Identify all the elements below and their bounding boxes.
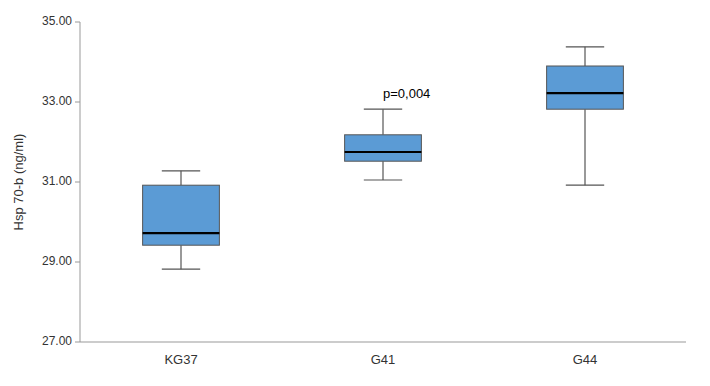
median xyxy=(345,151,422,153)
y-tick-label: 27.00 xyxy=(42,334,72,348)
chart: 27.00 29.00 31.00 33.00 35.00 KG37 G41 G44 Hsp 7… xyxy=(0,0,710,386)
whisker-high xyxy=(584,47,585,66)
y-tick xyxy=(75,342,80,343)
box xyxy=(143,185,220,245)
cap-low xyxy=(364,179,402,180)
median xyxy=(547,92,624,94)
x-tick-label: G44 xyxy=(573,352,598,367)
y-tick xyxy=(75,262,80,263)
y-tick-label: 33.00 xyxy=(42,94,72,108)
plot-area xyxy=(143,47,624,269)
box-group xyxy=(547,47,624,185)
box xyxy=(547,66,624,109)
x-tick-label: KG37 xyxy=(164,352,197,367)
cap-high xyxy=(162,170,200,171)
cap-high xyxy=(566,46,604,47)
annotation: p=0,004 xyxy=(383,86,430,101)
cap-low xyxy=(162,269,200,270)
y-tick xyxy=(75,102,80,103)
y-tick-label: 35.00 xyxy=(42,14,72,28)
box-group xyxy=(143,171,220,269)
y-tick xyxy=(75,182,80,183)
whisker-high xyxy=(180,171,181,185)
whisker-low xyxy=(584,109,585,185)
cap-low xyxy=(566,185,604,186)
y-tick-label: 29.00 xyxy=(42,254,72,268)
x-tick-label: G41 xyxy=(371,352,396,367)
box-group xyxy=(345,109,422,180)
whisker-high xyxy=(382,109,383,135)
median xyxy=(143,232,220,234)
whisker-low xyxy=(180,245,181,269)
y-tick xyxy=(75,22,80,23)
y-axis-label: Hsp 70-b (ng/ml) xyxy=(11,134,26,231)
box xyxy=(345,135,422,161)
cap-high xyxy=(364,109,402,110)
whisker-low xyxy=(382,161,383,180)
y-tick-label: 31.00 xyxy=(42,174,72,188)
x-axis-line xyxy=(80,342,686,343)
